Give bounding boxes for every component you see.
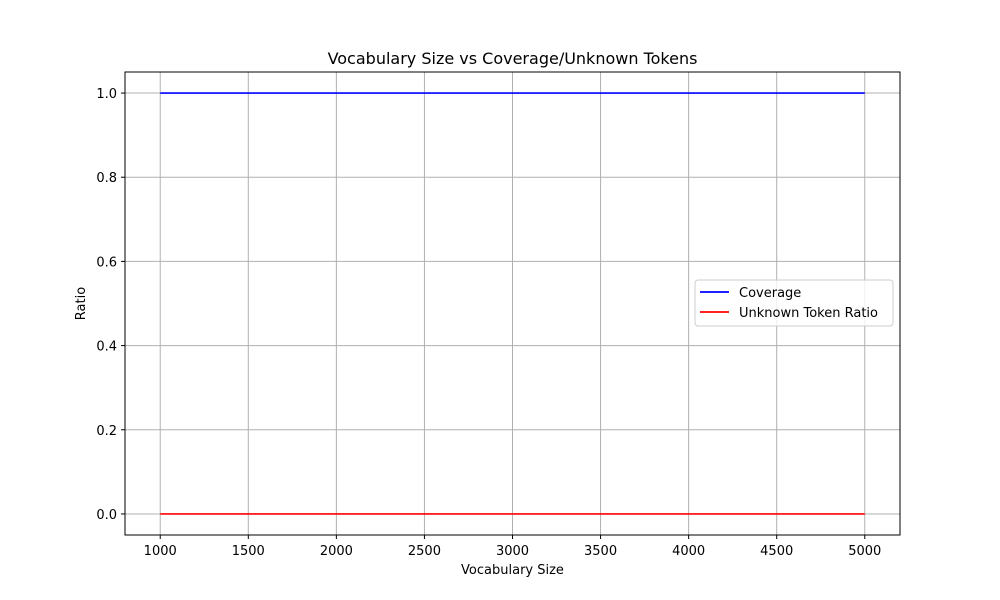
- x-tick-label: 5000: [848, 544, 881, 559]
- series-layer: [160, 92, 865, 515]
- y-tick-label: 0.4: [96, 340, 117, 355]
- y-axis-label: Ratio: [74, 287, 89, 320]
- x-tick-label: 3500: [584, 544, 617, 559]
- legend-box: [694, 279, 894, 327]
- y-tick-label: 0.8: [96, 171, 117, 186]
- x-tick-label: 1000: [144, 544, 177, 559]
- x-tick-label: 4500: [760, 544, 793, 559]
- x-tick-label: 1500: [232, 544, 265, 559]
- chart-title: Vocabulary Size vs Coverage/Unknown Toke…: [328, 49, 698, 68]
- x-axis-label: Vocabulary Size: [461, 563, 564, 578]
- y-tick-label: 0.6: [96, 255, 117, 270]
- y-tick-label: 1.0: [96, 87, 117, 102]
- x-tick-label: 4000: [672, 544, 705, 559]
- ticks: 1000 1500 2000 2500 3000 3500 4000 4500 5000 0.0 0…: [96, 87, 881, 559]
- legend-label: Unknown Token Ratio: [739, 306, 878, 321]
- legend: Coverage Unknown Token Ratio: [694, 279, 894, 327]
- x-tick-label: 2500: [408, 544, 441, 559]
- x-tick-label: 2000: [320, 544, 353, 559]
- x-tick-label: 3000: [496, 544, 529, 559]
- y-tick-label: 0.2: [96, 424, 117, 439]
- legend-label: Coverage: [739, 286, 801, 301]
- y-tick-label: 0.0: [96, 508, 117, 523]
